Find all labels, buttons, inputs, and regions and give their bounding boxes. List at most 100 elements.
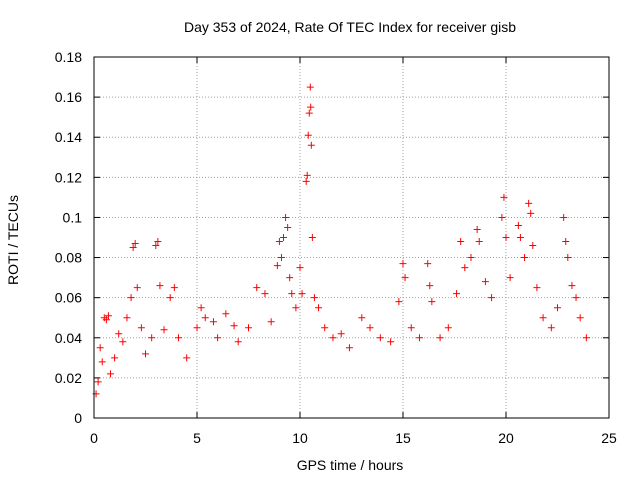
data-point (292, 304, 300, 312)
ticks-layer: 0 0.02 0.04 0.06 0.08 0.1 0.12 0.14 0.16 0.18 0 5 10… (55, 49, 617, 446)
data-point (387, 338, 395, 346)
data-point (401, 274, 409, 282)
data-point (94, 378, 102, 386)
data-point (201, 314, 209, 322)
data-point (481, 278, 489, 286)
data-point (308, 234, 316, 241)
data-point (500, 193, 508, 201)
data-point (288, 290, 296, 298)
data-point (560, 213, 568, 221)
data-point (296, 264, 304, 272)
data-point (267, 318, 275, 326)
data-point (525, 199, 533, 207)
data-point (273, 262, 281, 270)
data-point (529, 242, 537, 250)
data-point (222, 310, 230, 318)
y-tick-label: 0.12 (55, 169, 82, 185)
data-point (152, 242, 160, 250)
data-point (415, 334, 423, 342)
data-point (428, 298, 436, 306)
x-tick-label: 15 (395, 430, 411, 446)
data-point (253, 284, 261, 292)
data-point (119, 338, 127, 346)
data-point (104, 312, 112, 320)
data-point (304, 131, 312, 139)
data-point (306, 83, 314, 91)
data-point (582, 334, 590, 342)
data-point (282, 213, 290, 221)
data-point (245, 324, 252, 332)
data-point (539, 314, 547, 322)
data-point (572, 294, 580, 302)
data-point (424, 260, 432, 268)
data-point (576, 314, 584, 322)
y-tick-label: 0.1 (63, 209, 83, 225)
plot-frame (93, 56, 610, 419)
y-tick-label: 0.18 (55, 49, 82, 65)
y-tick-label: 0.08 (55, 250, 82, 266)
data-point (261, 290, 269, 298)
data-point (174, 334, 182, 342)
data-point (197, 304, 205, 312)
data-point (284, 223, 292, 231)
data-point (183, 354, 191, 362)
data-point (506, 274, 514, 282)
data-point (277, 254, 285, 262)
data-point (115, 330, 123, 338)
data-point (310, 294, 318, 302)
data-point (345, 344, 353, 352)
data-point (376, 334, 384, 342)
data-point (280, 234, 288, 241)
data-point (358, 314, 366, 322)
data-point (395, 298, 403, 306)
data-point (436, 334, 444, 342)
data-point (154, 238, 162, 246)
data-point (461, 264, 469, 272)
data-point (307, 103, 315, 111)
data-point (329, 334, 337, 342)
y-tick-label: 0.02 (55, 370, 82, 386)
x-tick-label: 25 (601, 430, 617, 446)
y-tick-label: 0 (74, 410, 82, 426)
data-point (156, 282, 164, 290)
data-point (160, 326, 168, 334)
data-point (467, 254, 475, 262)
data-point (123, 314, 131, 322)
data-point (305, 109, 313, 117)
data-point (488, 294, 496, 302)
data-point (568, 282, 576, 290)
data-point (321, 324, 329, 332)
x-axis-title: GPS time / hours (297, 457, 404, 473)
data-point (209, 318, 217, 326)
data-point (111, 354, 119, 362)
data-point (275, 238, 283, 246)
data-point (521, 254, 529, 262)
data-point (407, 324, 415, 332)
data-point (498, 213, 506, 221)
data-point (533, 284, 541, 292)
data-point (234, 338, 242, 346)
data-point (547, 324, 555, 332)
x-tick-label: 5 (193, 430, 201, 446)
x-tick-label: 0 (90, 430, 98, 446)
y-tick-label: 0.06 (55, 290, 82, 306)
data-point (444, 324, 452, 332)
data-point (98, 358, 106, 366)
data-point (102, 316, 110, 324)
data-point (142, 350, 149, 358)
data-point (399, 260, 407, 268)
data-point (303, 171, 311, 179)
y-tick-label: 0.16 (55, 89, 82, 105)
grid-layer (94, 57, 609, 418)
data-point (96, 344, 104, 352)
y-axis-title: ROTI / TECUs (5, 195, 21, 285)
data-point (453, 290, 461, 298)
data-point (426, 282, 434, 290)
data-point (166, 294, 174, 302)
data-point (214, 334, 222, 342)
data-point (307, 141, 315, 149)
data-point (457, 238, 465, 246)
data-point (366, 324, 374, 332)
data-point (286, 274, 294, 282)
